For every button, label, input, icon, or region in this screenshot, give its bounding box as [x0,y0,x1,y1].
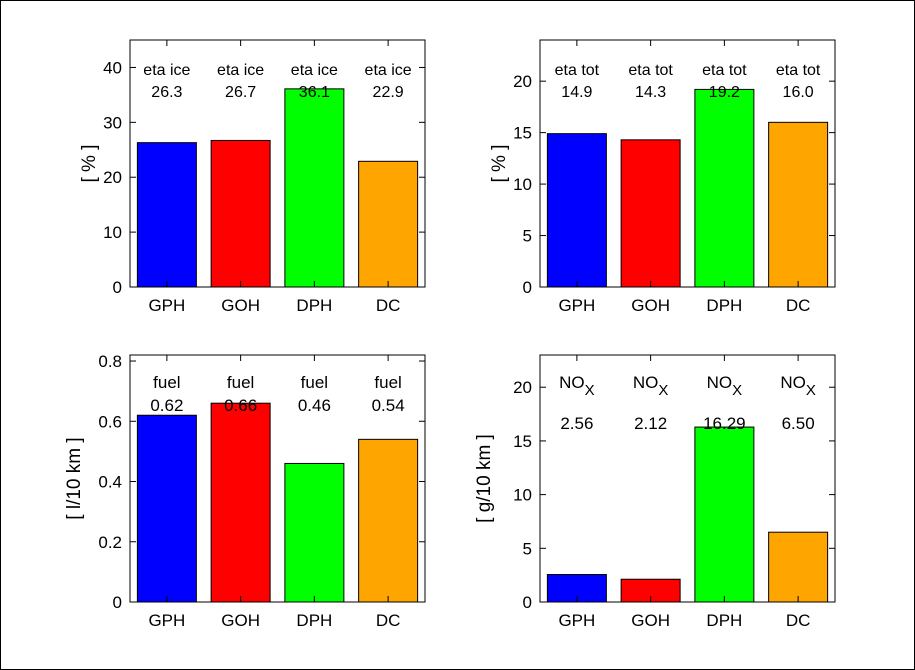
chart-panel-2: 0 5 10 15 20 GPH eta tot 14.9 GOH eta tot 14.3 DPH e… [489,39,836,315]
bar-annotation-label: eta tot [628,62,673,79]
bar-dph [284,462,345,603]
y-axis-label: [ % ] [79,144,100,182]
y-tick-label: 20 [103,168,122,187]
y-tick-label: 10 [103,223,122,242]
y-tick-label: 0 [523,278,532,297]
bar-value-label: 19.2 [709,84,740,101]
bar-value-label: 22.9 [373,84,404,101]
bar-value-label: 16.0 [783,84,814,101]
bar-annotation-label: NOX [633,373,669,399]
x-tick-label: DC [786,611,811,630]
y-tick-label: 0.8 [98,352,122,371]
bar-value-label: 26.7 [225,84,256,101]
y-tick-label: 5 [523,539,532,558]
bar-value-label: 16.29 [703,414,746,433]
bar-annotation-label: fuel [374,373,401,392]
x-tick-label: GPH [148,611,185,630]
x-tick-label: GPH [558,296,595,315]
bar-annotation-label: fuel [227,373,254,392]
bar-annotation-label: eta tot [702,62,747,79]
plot-area-frame [129,354,426,603]
bar-dph [284,88,345,288]
bar-annotation-label: eta ice [217,62,264,79]
y-tick-label: 0 [523,593,532,612]
bar-gph [136,414,197,603]
bar-value-label: 26.3 [151,84,182,101]
bar-annotation-label: eta ice [365,62,412,79]
x-tick-label: DC [786,296,811,315]
chart-panel-3: 0 0.2 0.4 0.6 0.8 GPH fuel 0.62 GOH fuel 0.66 DPH fu… [64,352,426,630]
bar-value-label: 2.56 [560,414,593,433]
chart-panel-4: 0 5 10 15 20 GPH NOX 2.56 GOH NOX 2.12 DPH NOX 16.29 D… [474,354,836,630]
bar-dph [694,88,755,288]
bar-goh [210,139,271,288]
y-axis-label: [ % ] [489,144,510,182]
x-tick-label: GPH [558,611,595,630]
y-tick-label: 20 [513,378,532,397]
bar-gph [546,133,607,288]
bar-value-label: 0.46 [298,396,331,415]
bar-annotation-label: NOX [780,373,816,399]
bar-value-label: 0.62 [150,396,183,415]
bar-annotation-label: eta tot [776,62,821,79]
bar-value-label: 36.1 [299,84,330,101]
x-tick-label: DPH [296,611,332,630]
y-tick-label: 0 [113,278,122,297]
y-tick-label: 20 [513,72,532,91]
bar-value-label: 14.9 [561,84,592,101]
x-tick-label: DPH [706,611,742,630]
bar-annotation-label: fuel [153,373,180,392]
bar-value-label: 0.66 [224,396,257,415]
x-tick-label: GOH [631,296,670,315]
bar-annotation-label: eta ice [291,62,338,79]
x-tick-label: GOH [221,296,260,315]
bar-annotation-label: eta tot [555,62,600,79]
y-tick-label: 15 [513,124,532,143]
x-tick-label: GOH [221,611,260,630]
x-tick-label: DC [376,296,401,315]
bar-annotation-label: fuel [301,373,328,392]
bar-value-label: 0.54 [372,396,405,415]
y-tick-label: 10 [513,175,532,194]
bar-value-label: 6.50 [782,414,815,433]
x-tick-label: GOH [631,611,670,630]
chart-panels: 0 10 20 30 40 GPH eta ice 26.3 GOH eta ice 26.7 DPH… [64,39,836,630]
bar-annotation-label: eta ice [143,62,190,79]
y-tick-label: 10 [513,486,532,505]
y-axis-label: [ l/10 km ] [64,437,85,519]
y-tick-label: 15 [513,432,532,451]
bar-dc [358,160,419,288]
bar-gph [136,142,197,288]
x-tick-label: DPH [296,296,332,315]
x-tick-label: DC [376,611,401,630]
y-tick-label: 0.6 [98,412,122,431]
y-tick-label: 0 [113,593,122,612]
x-tick-label: GPH [148,296,185,315]
y-axis-label: [ g/10 km ] [474,434,495,523]
y-tick-label: 0.4 [98,473,122,492]
bar-value-label: 2.12 [634,414,667,433]
bar-annotation-label: NOX [707,373,743,399]
plot-area-frame [539,39,836,288]
bar-dph [694,426,755,603]
bar-goh [620,139,681,288]
bar-annotation-label: NOX [559,373,595,399]
plot-area-frame [129,39,426,288]
bar-dc [768,531,829,603]
y-tick-label: 30 [103,113,122,132]
y-tick-label: 0.2 [98,533,122,552]
y-tick-label: 40 [103,58,122,77]
y-tick-label: 5 [523,227,532,246]
x-tick-label: DPH [706,296,742,315]
bar-goh [210,402,271,603]
bar-value-label: 14.3 [635,84,666,101]
bar-dc [768,121,829,288]
chart-panel-1: 0 10 20 30 40 GPH eta ice 26.3 GOH eta ice 26.7 DPH… [79,39,426,315]
bar-dc [358,438,419,603]
plot-area-frame [539,354,836,603]
